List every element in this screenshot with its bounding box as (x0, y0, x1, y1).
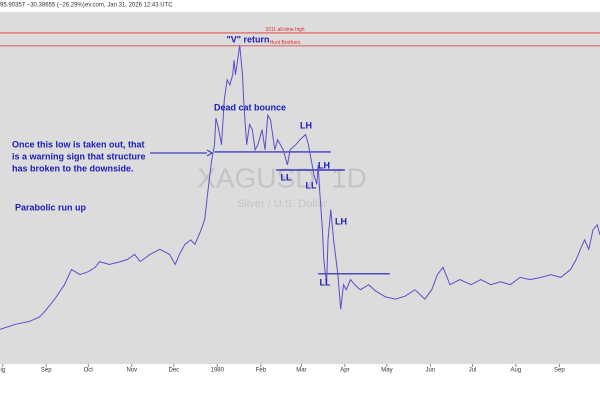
x-tick-label: Aug (511, 368, 522, 374)
annotation: has broken to the downside. (12, 163, 134, 173)
annotation: LH (335, 216, 347, 226)
x-tick-label: 1980 (211, 368, 225, 374)
annotation: Dead cat bounce (214, 102, 286, 112)
annotation: is a warning sign that structure (12, 151, 146, 161)
x-tick-label: Apr (340, 368, 349, 374)
annotation: Parabolic run up (15, 202, 87, 212)
x-tick-label: Jun (426, 368, 436, 374)
price-line (0, 45, 600, 330)
x-tick-label: ig (0, 368, 5, 374)
x-tick-label: Jul (469, 368, 477, 374)
header: ev.com, Jan 31, 2026 12:43 UTC (85, 3, 173, 9)
reference-label: 2011 all-time high (265, 27, 304, 33)
annotation: LH (300, 120, 312, 130)
annotation: LH (318, 160, 330, 170)
x-tick-label: Oct (84, 368, 94, 374)
x-tick-label: May (381, 368, 392, 374)
x-tick-label: Feb (256, 368, 267, 374)
annotation: "V" return (226, 34, 269, 44)
plot-area (0, 12, 600, 364)
annotation: Once this low is taken out, that (12, 139, 145, 149)
watermark-subtitle: Silver / U.S. Dollar (237, 198, 327, 210)
arrow-head (206, 149, 213, 157)
watermark: XAGUSD, 1D (197, 162, 367, 193)
annotation: LL (320, 277, 331, 287)
x-tick-label: Sep (41, 368, 52, 374)
header: 95.90357 −30.38655 (−26.29%) (0, 3, 85, 9)
x-tick-label: Sep (554, 368, 565, 374)
x-tick-label: Nov (126, 368, 137, 374)
reference-label: Hunt Brothers (270, 40, 301, 46)
x-tick-label: Mar (296, 368, 306, 374)
annotation: LL (306, 180, 317, 190)
annotation: LL (281, 172, 292, 182)
x-tick-label: Dec (168, 368, 179, 374)
